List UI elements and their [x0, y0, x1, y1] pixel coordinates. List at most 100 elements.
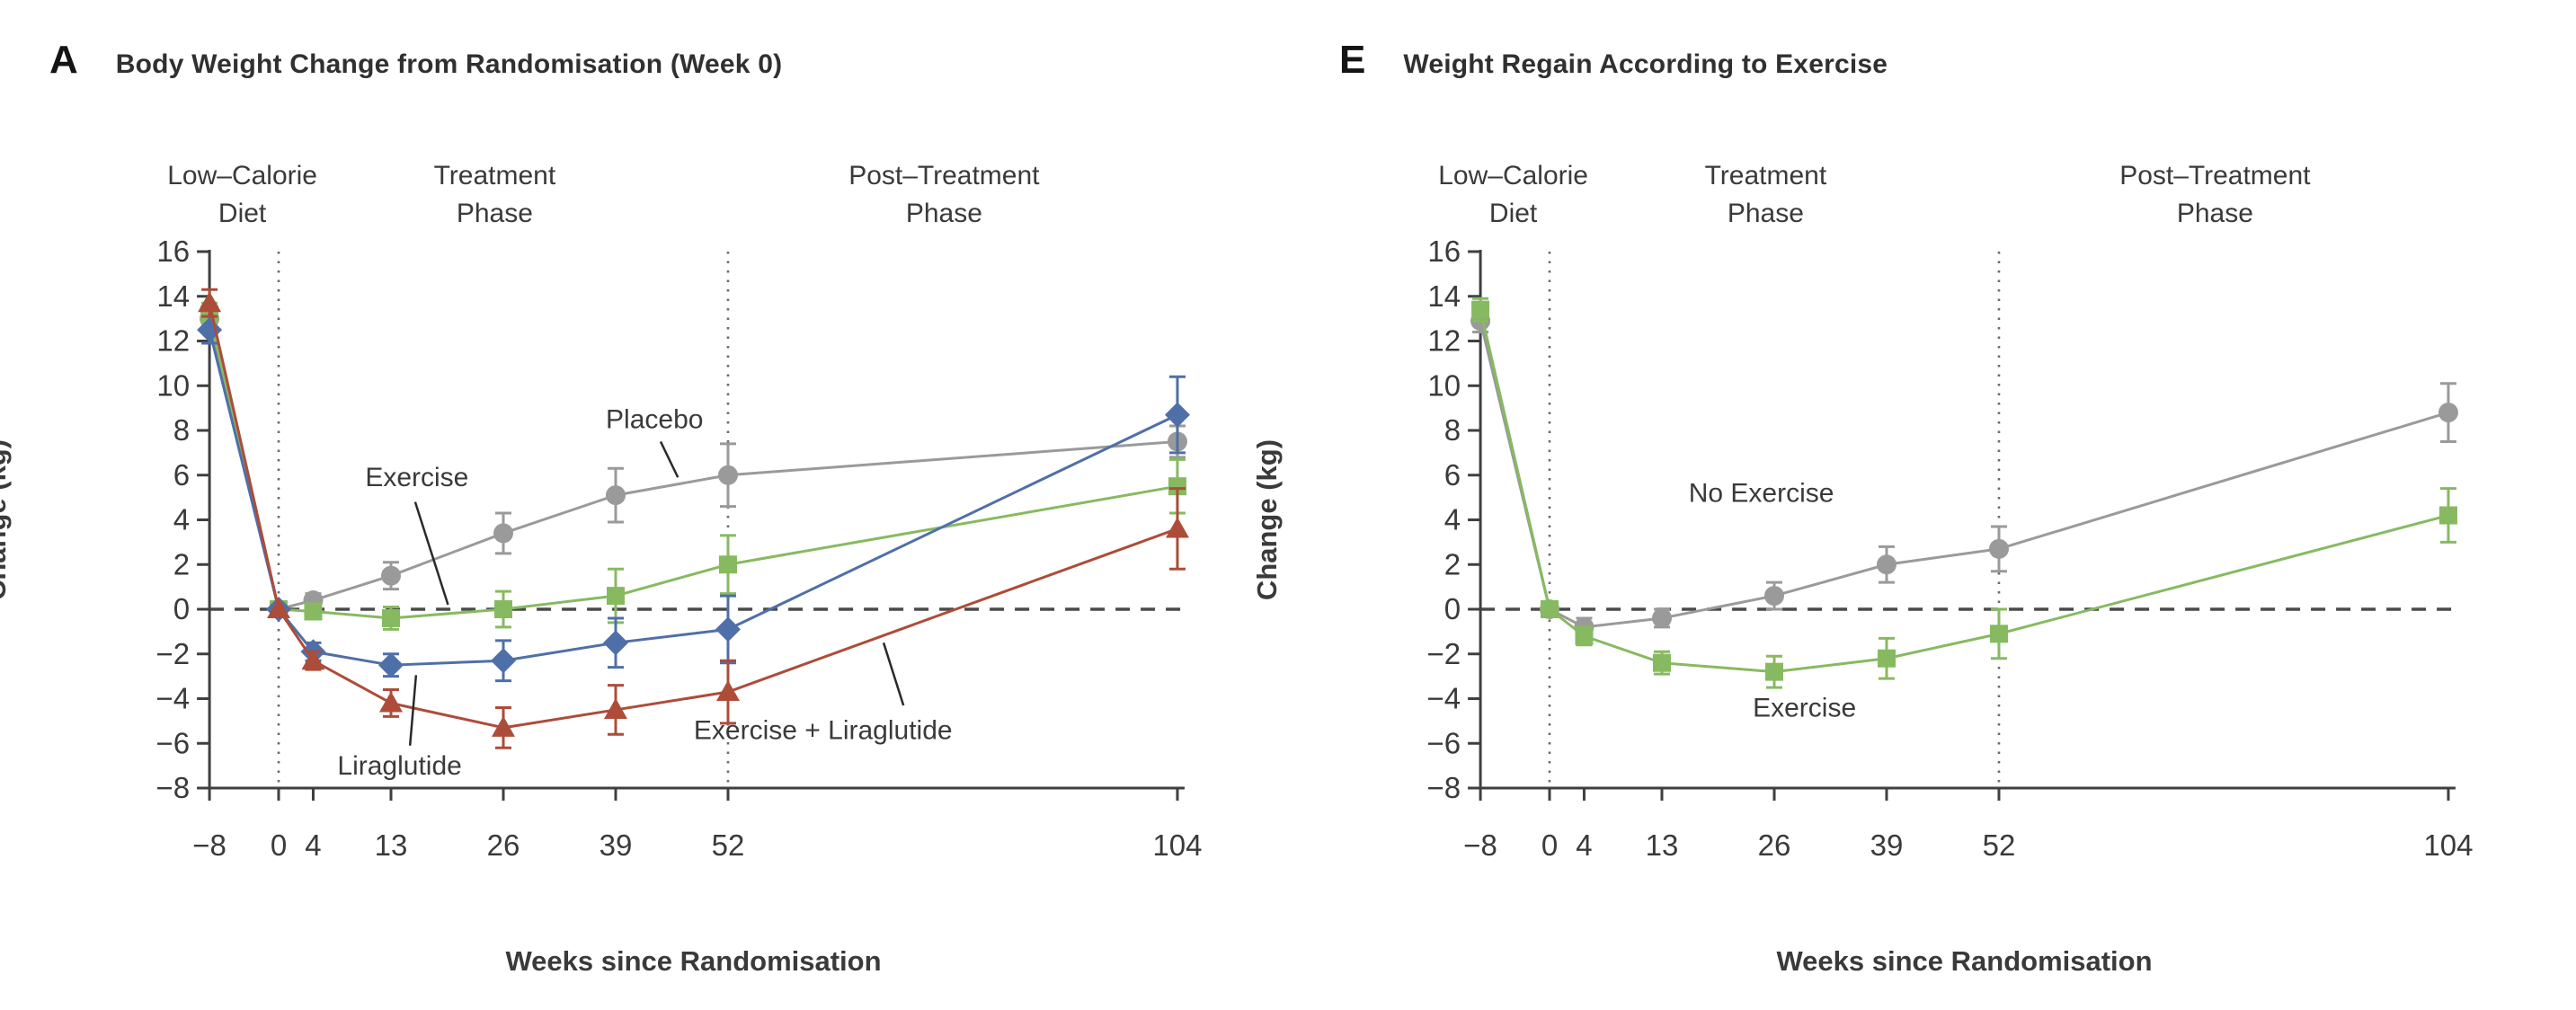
panel-a-title: Body Weight Change from Randomisation (W…: [115, 49, 783, 79]
panel-a-series-liraglutide-point-week-13: [378, 652, 404, 678]
panel-a-series-liraglutide-point-week-52: [715, 616, 741, 642]
panel-a-series-exercise-liraglutide-line: [208, 302, 1178, 730]
panel-a-series-placebo-point-week-26: [493, 523, 513, 544]
panel-e-title: Weight Regain According to Exercise: [1403, 49, 1888, 79]
panel-a-y-tick-label--6: −6: [155, 726, 190, 759]
panel-e-series-exercise-point-week-13: [1652, 653, 1671, 672]
panel-e-series-no-exercise-point-week-26: [1763, 586, 1784, 607]
panel-a-x-tick-label-4: 4: [305, 828, 321, 862]
panel-e-series-exercise-point-week--8: [1471, 300, 1490, 319]
panel-e-x-tick-label-4: 4: [1576, 828, 1592, 862]
panel-e-y-tick-label-16: 16: [1427, 235, 1461, 268]
panel-a-x-tick-label--8: −8: [192, 828, 227, 862]
panel-a-series-exercise-point-week-4: [304, 602, 323, 621]
panel-a-series-placebo-point-week-39: [605, 485, 626, 506]
panel-e-series-exercise-point-week-52: [1989, 625, 2008, 643]
panel-a-y-tick-label-8: 8: [173, 413, 190, 447]
panel-e-header: E Weight Regain According to Exercise: [1339, 38, 1888, 83]
panel-e-x-tick-label-0: 0: [1541, 828, 1558, 862]
panel-a-y-tick-label-12: 12: [156, 324, 190, 358]
panel-a-annotation-liraglutide-pointer-line: [408, 675, 418, 746]
panel-a-series-exercise-liraglutide-point-week-26: [491, 715, 515, 737]
panel-a-y-tick-label-6: 6: [173, 458, 190, 492]
panel-e-phase-label-post-treatment-line2: Phase: [2177, 199, 2253, 228]
panel-a-letter: A: [49, 38, 78, 82]
panel-a-series-exercise-point-week-39: [606, 587, 625, 606]
panel-a-series-exercise-liraglutide-point-week-52: [715, 680, 740, 702]
panel-a-y-tick-label--2: −2: [155, 637, 190, 670]
panel-a-phase-label-post-treatment: Post–Treatment: [848, 161, 1040, 190]
panel-a-annotation-exercise-label: Exercise: [365, 463, 468, 492]
panel-e-phase-label-low-calorie: Low–Calorie: [1438, 161, 1588, 190]
panel-a-annotation-placebo-pointer-line: [659, 440, 680, 478]
panel-a-series-exercise-liraglutide-point-week--8: [198, 291, 222, 313]
panel-e-y-tick-label-14: 14: [1427, 279, 1461, 313]
panel-e-x-tick-label-13: 13: [1646, 828, 1679, 862]
panel-e-series-exercise-point-week-4: [1575, 626, 1594, 645]
panel-e-x-tick-label-26: 26: [1758, 828, 1791, 862]
panel-a-series-liraglutide-point-week-26: [490, 648, 516, 674]
panel-e-series-exercise-point-week-39: [1877, 649, 1896, 668]
panel-a-annotation-exercise-pointer-line: [413, 501, 449, 606]
panel-a-series-exercise-liraglutide-point-week-104: [1165, 517, 1189, 538]
panel-a-x-tick-label-13: 13: [375, 828, 408, 862]
panel-a-header: A Body Weight Change from Randomisation …: [49, 38, 782, 83]
panel-a-series-exercise-liraglutide-point-week-4: [301, 649, 325, 670]
panel-a-y-tick-label--8: −8: [155, 771, 190, 804]
panel-e-y-tick-label-4: 4: [1444, 503, 1461, 536]
panel-a-series-exercise-liraglutide-point-week-0: [267, 598, 290, 618]
panel-a-annotation-liraglutide-label: Liraglutide: [337, 751, 461, 781]
panel-e-chart: Low–Calorie Diet Treatment Phase Post–Treatm…: [1251, 161, 2473, 977]
panel-e-series-no-exercise-point-week-52: [1988, 538, 2009, 559]
panel-a-y-tick-label-14: 14: [156, 279, 190, 313]
panel-a-x-tick-label-104: 104: [1152, 828, 1202, 862]
panel-e-phase-label-treatment-line2: Phase: [1728, 199, 1804, 228]
panel-e-x-tick-label-104: 104: [2423, 828, 2473, 862]
panel-e-y-tick-label--8: −8: [1426, 771, 1461, 804]
panel-e-phase-label-low-calorie-line2: Diet: [1489, 199, 1538, 228]
panel-a-y-tick-label-16: 16: [156, 235, 190, 268]
panel-e-y-tick-label-8: 8: [1444, 413, 1461, 447]
panel-a-phase-label-treatment: Treatment: [434, 161, 556, 190]
panel-e-series-no-exercise-point-week-13: [1651, 607, 1672, 628]
panel-e-series-exercise-point-week-104: [2438, 506, 2457, 525]
panel-a-series-placebo: [200, 306, 1187, 619]
panel-a-y-tick-label--4: −4: [155, 682, 190, 715]
panel-e-y-tick-label--6: −6: [1426, 726, 1461, 759]
panel-a-series-liraglutide: [197, 315, 1190, 683]
panel-a-chart: Low–Calorie Diet Treatment Phase Post–Treatm…: [0, 161, 1202, 977]
panel-a-series-exercise-liraglutide-point-week-39: [603, 697, 627, 719]
panel-a-series-exercise-liraglutide: [198, 288, 1189, 749]
panel-a-annotation-exercise-liraglutide-label: Exercise + Liraglutide: [694, 715, 953, 745]
panel-e-series-exercise-line: [1479, 309, 2449, 674]
panel-e-y-axis-title: Change (kg): [1251, 439, 1283, 600]
panel-a-series-exercise-point-week-104: [1168, 477, 1186, 496]
panel-a-y-axis-title: Change (kg): [0, 439, 12, 600]
panel-a-series-placebo-line: [208, 318, 1178, 611]
panel-e-annotation-exercise-label: Exercise: [1753, 693, 1856, 722]
panel-a-phase-label-post-treatment-line2: Phase: [906, 199, 982, 228]
panel-a-phase-label-low-calorie: Low–Calorie: [167, 161, 317, 190]
panel-e-phase-label-post-treatment: Post–Treatment: [2119, 161, 2311, 190]
panel-e-series-no-exercise-point-week-104: [2438, 403, 2458, 423]
panel-e-annotation-no-exercise-label: No Exercise: [1689, 479, 1834, 509]
panel-e-y-tick-label-6: 6: [1444, 458, 1461, 492]
panel-a-phase-label-low-calorie-line2: Diet: [218, 199, 267, 228]
panel-a-phase-label-treatment-line2: Phase: [457, 199, 533, 228]
panel-e-x-axis-title: Weeks since Randomisation: [1776, 945, 2152, 977]
panel-a-y-tick-label-4: 4: [173, 503, 190, 536]
panel-a-annotation-placebo-label: Placebo: [606, 405, 703, 435]
panel-a-series-exercise-line: [208, 314, 1178, 620]
panel-e-letter: E: [1339, 38, 1366, 82]
panel-e-series-exercise-point-week-0: [1541, 600, 1559, 618]
panel-a-y-tick-label-10: 10: [156, 368, 190, 402]
panel-e-phase-label-treatment: Treatment: [1705, 161, 1827, 190]
panel-a-series-exercise-point-week-52: [718, 555, 737, 574]
panel-a-series-placebo-point-week-52: [717, 465, 738, 485]
panel-a-x-tick-label-39: 39: [600, 828, 633, 862]
panel-e-series-exercise-point-week-26: [1764, 662, 1783, 681]
panel-e-series-no-exercise-point-week-39: [1876, 554, 1896, 575]
panel-e-y-tick-label--4: −4: [1426, 682, 1461, 715]
panel-e-y-tick-label-2: 2: [1444, 547, 1461, 580]
